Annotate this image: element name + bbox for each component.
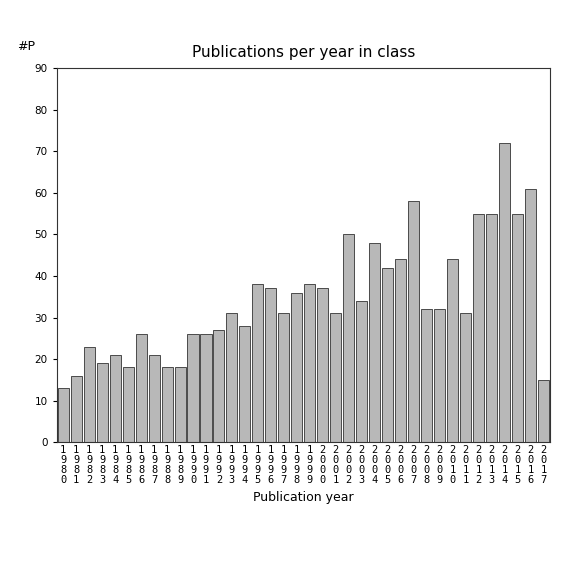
Bar: [434, 309, 445, 442]
Text: #P: #P: [17, 40, 35, 53]
Bar: [71, 376, 82, 442]
Bar: [162, 367, 172, 442]
Bar: [149, 355, 159, 442]
Bar: [136, 334, 147, 442]
Bar: [304, 284, 315, 442]
Bar: [265, 289, 276, 442]
Bar: [369, 243, 380, 442]
Bar: [525, 189, 536, 442]
Bar: [460, 314, 471, 442]
Bar: [408, 201, 419, 442]
Bar: [538, 380, 549, 442]
Bar: [395, 259, 406, 442]
Bar: [58, 388, 69, 442]
Bar: [188, 334, 198, 442]
Bar: [239, 326, 251, 442]
Bar: [278, 314, 289, 442]
Bar: [122, 367, 134, 442]
Bar: [421, 309, 432, 442]
Bar: [96, 363, 108, 442]
Bar: [318, 289, 328, 442]
Bar: [226, 314, 238, 442]
X-axis label: Publication year: Publication year: [253, 490, 354, 503]
Bar: [382, 268, 393, 442]
Bar: [291, 293, 302, 442]
Bar: [175, 367, 185, 442]
Bar: [473, 214, 484, 442]
Bar: [343, 234, 354, 442]
Bar: [252, 284, 264, 442]
Bar: [512, 214, 523, 442]
Title: Publications per year in class: Publications per year in class: [192, 45, 415, 60]
Bar: [356, 301, 367, 442]
Bar: [201, 334, 211, 442]
Bar: [499, 143, 510, 442]
Bar: [109, 355, 121, 442]
Bar: [447, 259, 458, 442]
Bar: [213, 330, 225, 442]
Bar: [84, 346, 95, 442]
Bar: [486, 214, 497, 442]
Bar: [331, 314, 341, 442]
